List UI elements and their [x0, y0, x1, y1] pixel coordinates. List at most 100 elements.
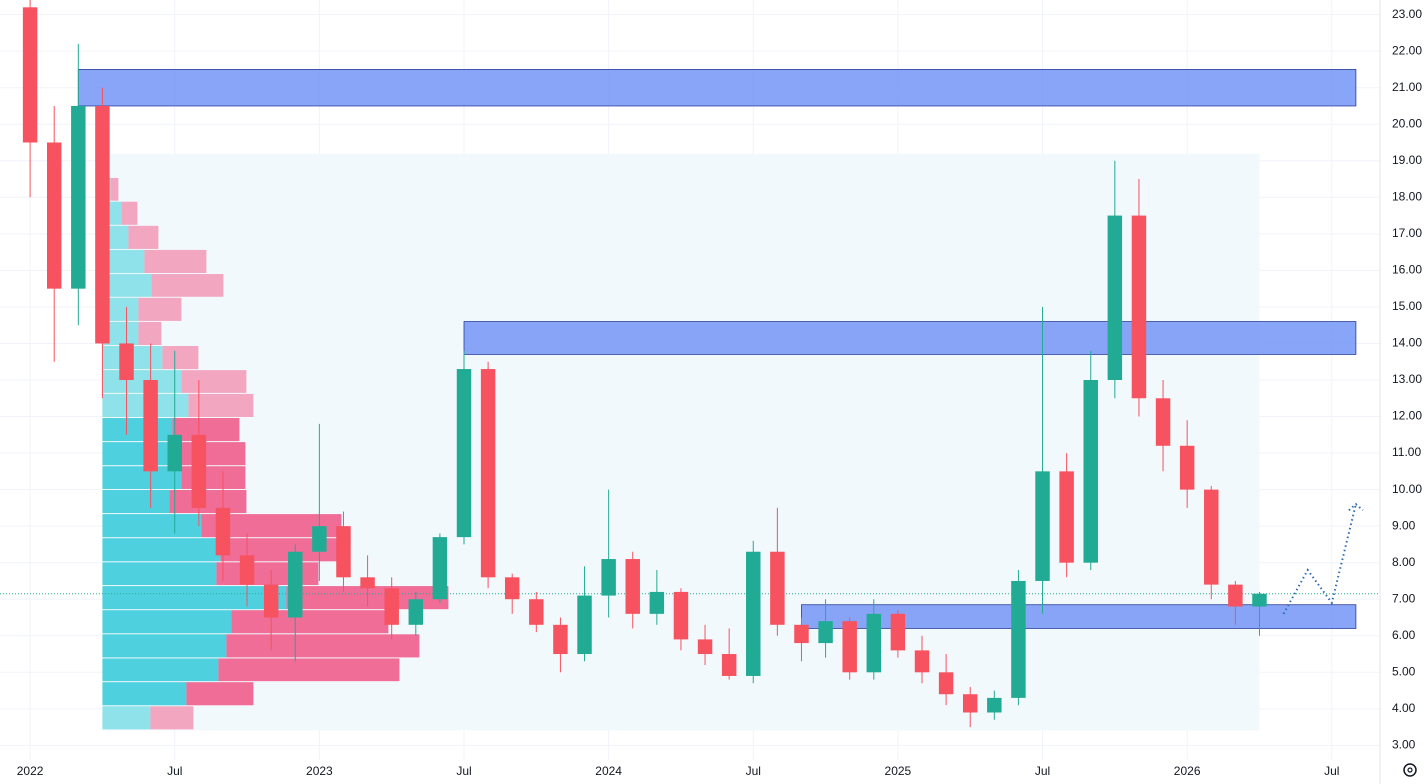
- candle-body: [95, 105, 110, 344]
- profile-up: [102, 610, 232, 634]
- x-tick-label: Jul: [1035, 764, 1050, 778]
- candle-body: [794, 624, 809, 644]
- profile-down: [138, 297, 182, 321]
- x-tick-label: 2024: [595, 764, 622, 778]
- candle-body: [71, 105, 86, 289]
- profile-down: [181, 442, 246, 466]
- candle-body: [1035, 471, 1050, 581]
- y-tick-label: 18.00: [1392, 189, 1422, 203]
- candle-body: [263, 584, 279, 618]
- candle-body: [770, 551, 785, 625]
- x-tick-label: Jul: [456, 764, 471, 778]
- profile-up: [102, 297, 139, 321]
- profile-down: [188, 393, 254, 417]
- profile-down: [150, 706, 194, 730]
- profile-up: [102, 442, 182, 466]
- profile-up: [102, 418, 173, 442]
- settings-icon[interactable]: [1403, 763, 1417, 777]
- x-tick-label: 2025: [885, 764, 912, 778]
- candle-body: [914, 650, 930, 673]
- candle-body: [384, 588, 399, 625]
- profile-up: [102, 706, 151, 730]
- y-tick-label: 6.00: [1392, 628, 1416, 642]
- candle-body: [480, 369, 496, 578]
- candle-body: [312, 526, 327, 552]
- profile-down: [138, 321, 162, 346]
- candle-body: [987, 697, 1002, 713]
- candle-body: [818, 621, 833, 644]
- candle-body: [553, 624, 568, 655]
- zone: [463, 321, 1357, 355]
- profile-up: [102, 321, 139, 346]
- y-tick-label: 13.00: [1392, 372, 1422, 386]
- profile-down: [169, 489, 247, 514]
- profile-down: [172, 418, 240, 442]
- profile-up: [102, 586, 287, 610]
- profile-down: [110, 177, 119, 201]
- candle-body: [288, 551, 303, 618]
- candle-body: [1107, 215, 1123, 380]
- profile-up: [102, 274, 152, 297]
- candle-body: [890, 613, 906, 651]
- candle-body: [239, 555, 255, 585]
- x-tick-label: 2022: [17, 764, 44, 778]
- profile-up: [102, 466, 182, 489]
- candle-body: [1204, 489, 1219, 585]
- candle-body: [1252, 593, 1267, 607]
- y-tick-label: 21.00: [1392, 80, 1422, 94]
- candle-body: [408, 599, 424, 625]
- profile-down: [181, 370, 247, 393]
- profile-down: [216, 562, 319, 586]
- profile-up: [102, 658, 219, 682]
- profile-down: [231, 610, 389, 634]
- projection-arrowhead: [1348, 502, 1364, 511]
- candle-body: [1083, 380, 1098, 563]
- y-tick-label: 22.00: [1392, 43, 1422, 57]
- profile-down: [218, 658, 400, 682]
- x-tick-label: Jul: [167, 764, 182, 778]
- candle-body: [625, 559, 640, 614]
- candle-body: [119, 343, 134, 380]
- candle-body: [432, 537, 448, 600]
- candle-body: [697, 639, 713, 655]
- candle-body: [601, 559, 616, 596]
- candle-body: [842, 621, 857, 673]
- profile-up: [102, 249, 145, 274]
- candle-body: [191, 434, 207, 508]
- y-tick-label: 15.00: [1392, 299, 1422, 313]
- y-tick-label: 8.00: [1392, 555, 1416, 569]
- plot-area: [0, 0, 1380, 760]
- profile-down: [144, 249, 207, 274]
- y-tick-label: 16.00: [1392, 263, 1422, 277]
- y-tick-label: 17.00: [1392, 226, 1422, 240]
- y-tick-label: 12.00: [1392, 409, 1422, 423]
- profile-down: [226, 634, 420, 658]
- candle-body: [577, 595, 592, 655]
- profile-up: [102, 538, 221, 562]
- profile-down: [220, 538, 346, 562]
- y-tick-label: 3.00: [1392, 738, 1416, 752]
- y-tick-label: 20.00: [1392, 116, 1422, 130]
- profile-up: [102, 370, 182, 393]
- candle-body: [1228, 584, 1243, 607]
- y-tick-label: 11.00: [1392, 445, 1421, 459]
- x-tick-label: 2026: [1174, 764, 1201, 778]
- x-tick-label: Jul: [746, 764, 761, 778]
- candle-body: [529, 599, 544, 625]
- candle-body: [360, 577, 375, 589]
- zone: [77, 69, 1357, 107]
- candle-body: [1131, 215, 1147, 399]
- profile-up: [102, 682, 187, 706]
- profile-down: [128, 225, 159, 249]
- candle-body: [649, 591, 665, 614]
- zone: [801, 604, 1357, 629]
- profile-up: [102, 562, 217, 586]
- candle-body: [1059, 471, 1074, 563]
- candle-body: [721, 654, 737, 676]
- candle-body: [22, 7, 38, 143]
- y-tick-label: 5.00: [1392, 664, 1416, 678]
- profile-up: [102, 489, 170, 514]
- x-tick-label: 2023: [306, 764, 333, 778]
- candle-body: [46, 142, 62, 289]
